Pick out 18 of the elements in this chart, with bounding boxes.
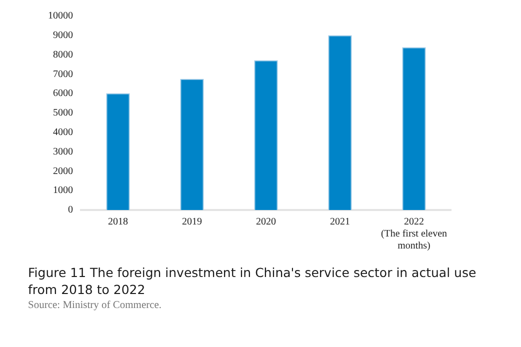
y-tick-label: 9000: [53, 30, 73, 42]
x-tick-label: 2020: [256, 216, 276, 228]
y-tick-label: 5000: [53, 108, 73, 119]
y-tick-label: 0: [68, 204, 73, 216]
y-tick-label: 1000: [53, 185, 73, 196]
y-tick-label: 10000: [48, 10, 73, 22]
x-tick-label: 2021: [330, 216, 350, 228]
y-tick-label: 3000: [53, 146, 73, 158]
x-tick-label: 2018: [108, 216, 128, 228]
y-tick-label: 8000: [53, 49, 73, 60]
y-tick-label: 2000: [53, 166, 73, 177]
source-note: Source: Ministry of Commerce.: [28, 300, 162, 311]
text: Figure 11 The foreign investment in China's service sector in actual use from 2018 to 2022: [28, 264, 478, 298]
y-tick-label: 6000: [53, 88, 73, 100]
y-tick-label: 7000: [53, 68, 73, 80]
x-tick-label: 2022 (The first eleven months): [380, 216, 448, 252]
x-tick-label: 2019: [182, 216, 202, 228]
y-tick-label: 4000: [53, 127, 73, 138]
